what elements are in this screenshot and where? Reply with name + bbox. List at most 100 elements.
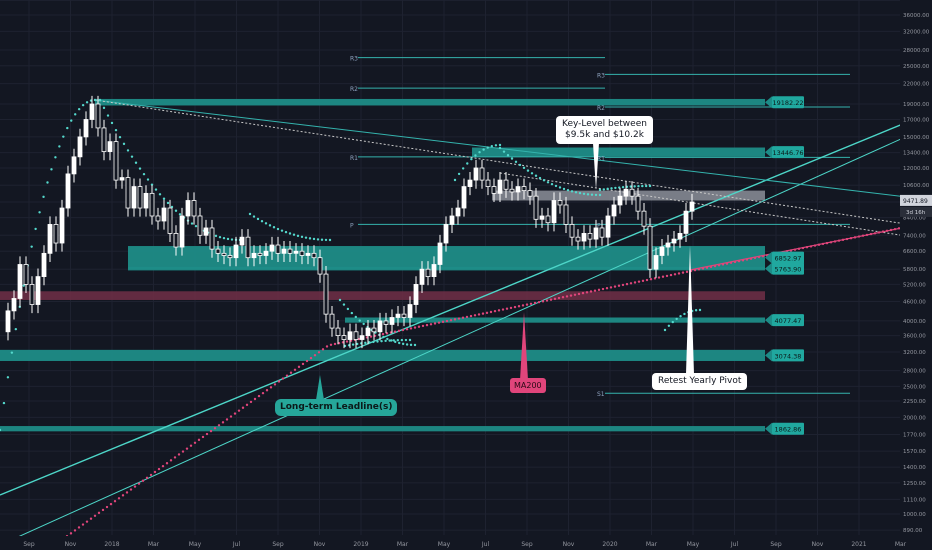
ma200-dot <box>681 271 685 274</box>
candle-down <box>509 188 515 193</box>
sar-dot <box>542 179 546 182</box>
zone-rect <box>0 349 765 361</box>
time-tick-label: Mar <box>397 541 409 548</box>
sar-dot <box>408 338 412 342</box>
candle-down <box>317 257 323 275</box>
ma200-dot <box>73 529 77 532</box>
sar-dot <box>590 193 594 196</box>
sar-dot <box>58 145 61 148</box>
candle-up <box>83 119 89 138</box>
candle-up <box>203 227 209 236</box>
ma200-dot <box>429 323 433 326</box>
ma200-dot <box>409 327 413 330</box>
ma200-dot <box>473 314 477 317</box>
ma200-dot <box>257 394 261 398</box>
candle-up <box>131 186 137 209</box>
ma200-dot <box>333 342 337 346</box>
ma200-dot <box>641 279 645 283</box>
ma200-dot <box>213 427 217 430</box>
sar-dot <box>388 339 391 342</box>
time-tick-label: Nov <box>65 541 77 548</box>
ma200-dot <box>565 295 569 298</box>
candle-up <box>593 227 599 240</box>
time-axis[interactable]: Sep Nov 2018 Mar May Jul Sep Nov 2019 Mar May Jul Se… <box>0 536 932 550</box>
candle-up <box>35 276 41 305</box>
candle-up <box>77 136 83 158</box>
ma200-dot <box>633 281 637 284</box>
sar-dot <box>667 324 671 328</box>
sar-dot <box>486 146 489 149</box>
sar-dot <box>252 215 256 218</box>
candle-up <box>653 255 659 270</box>
zone-price-labels: 19182.22 13446.76 6852.97 5763.90 4077.47 307… <box>765 96 804 435</box>
candle-up <box>143 192 149 209</box>
zone-label-bg <box>772 422 804 435</box>
sar-dot <box>633 185 636 188</box>
sar-dot <box>582 192 586 195</box>
price-tick-label: 2500.00 <box>903 384 926 390</box>
sar-dot <box>351 343 355 346</box>
ma200-dot <box>321 348 325 351</box>
sar-dot <box>292 233 296 236</box>
sar-dot <box>2 401 6 405</box>
ma200-dot <box>381 332 385 336</box>
sar-dot <box>570 190 574 193</box>
zone-price-label: 4077.47 <box>775 317 802 325</box>
price-tick-label: 890.00 <box>903 528 923 534</box>
ma200-dot <box>533 301 537 305</box>
ma200-dot <box>129 488 133 491</box>
pivot-label: R1 <box>597 155 605 162</box>
sar-dot <box>364 341 367 345</box>
ma200-dot <box>685 270 689 274</box>
ma200-dot <box>665 274 669 278</box>
time-tick-label: Mar <box>148 541 160 548</box>
candle-down <box>245 236 251 259</box>
ma200-dot <box>265 389 269 392</box>
sar-dot <box>114 128 118 132</box>
sar-dot <box>122 142 126 146</box>
sar-dot <box>166 201 170 205</box>
ma200-dot <box>293 368 297 371</box>
ma200-dot <box>193 441 197 444</box>
time-axis-bg <box>0 536 932 550</box>
sar-dot <box>490 144 494 148</box>
retest-pivot-annotation: Retest Yearly Pivot <box>652 373 748 390</box>
ma200-dot <box>461 316 465 319</box>
candle-down <box>335 327 341 337</box>
time-tick-label: 2020 <box>602 541 617 548</box>
candle-up <box>419 268 425 285</box>
price-tick-label: 1250.00 <box>903 481 926 487</box>
zone-label-arrow <box>765 146 772 159</box>
sar-dot <box>514 160 518 164</box>
candle-up <box>239 236 245 246</box>
sar-dot <box>0 428 2 432</box>
candle-down <box>635 195 641 212</box>
zone-label-bg <box>772 349 804 362</box>
price-axis[interactable]: 36000.00 32000.00 28000.00 25000.00 22000.00… <box>900 0 932 550</box>
sar-dot <box>453 178 457 182</box>
ma200-dot <box>205 432 209 436</box>
sar-dot <box>158 193 162 196</box>
sar-dot <box>34 227 37 231</box>
ma200-dot <box>301 362 305 366</box>
sar-dot <box>558 186 562 189</box>
sar-dot <box>663 328 667 332</box>
sar-dot <box>610 187 613 190</box>
sar-dot <box>218 235 222 239</box>
candle-up <box>161 207 167 222</box>
ma200-dot <box>101 508 105 512</box>
ma200-dot <box>585 291 589 294</box>
candle-up <box>605 215 611 238</box>
sar-dot <box>268 224 272 227</box>
candle-down <box>311 252 317 259</box>
ma200-dot <box>89 517 93 520</box>
sar-dot <box>264 222 268 225</box>
ma200-dot <box>553 297 557 301</box>
candle-up <box>671 238 677 244</box>
ma200-dot <box>485 311 489 315</box>
ma200-dot <box>497 309 501 312</box>
sar-dot <box>598 188 602 192</box>
sar-dot <box>457 172 461 176</box>
ma200-dot <box>169 459 173 462</box>
